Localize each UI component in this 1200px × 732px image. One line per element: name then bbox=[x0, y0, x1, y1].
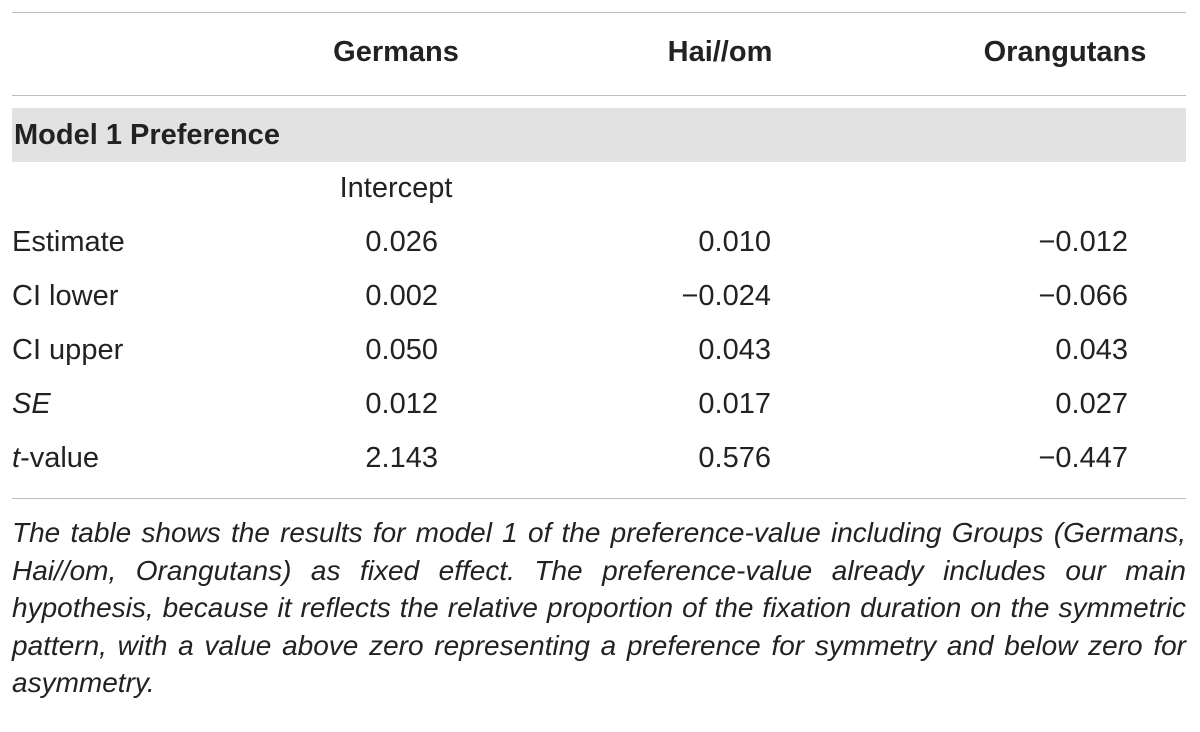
column-header: Orangutans bbox=[983, 36, 1147, 68]
cell-value: 0.002 bbox=[365, 280, 438, 312]
row-label: Estimate bbox=[12, 226, 125, 258]
column-header: Hai//om bbox=[667, 36, 773, 68]
cell-value: −0.066 bbox=[1038, 280, 1128, 312]
cell-value: 0.026 bbox=[365, 226, 438, 258]
cell-value: 0.017 bbox=[698, 388, 771, 420]
row-label: CI upper bbox=[12, 334, 124, 366]
row-label: SE bbox=[12, 388, 51, 420]
cell-value: −0.012 bbox=[1038, 226, 1128, 258]
bottom-rule bbox=[12, 498, 1186, 499]
cell-value: −0.024 bbox=[681, 280, 771, 312]
cell-value: 0.043 bbox=[698, 334, 771, 366]
top-rule bbox=[12, 12, 1186, 13]
cell-value: 0.012 bbox=[365, 388, 438, 420]
section-band bbox=[12, 108, 1186, 162]
subheader: Intercept bbox=[339, 172, 453, 204]
cell-value: 0.027 bbox=[1055, 388, 1128, 420]
column-header: Germans bbox=[333, 36, 459, 68]
cell-value: 0.576 bbox=[698, 442, 771, 474]
row-label: t-value bbox=[12, 442, 100, 474]
cell-value: 0.010 bbox=[698, 226, 771, 258]
cell-value: 0.043 bbox=[1055, 334, 1128, 366]
cell-value: 2.143 bbox=[365, 442, 438, 474]
cell-value: −0.447 bbox=[1038, 442, 1128, 474]
row-label: CI lower bbox=[12, 280, 119, 312]
header-rule bbox=[12, 95, 1186, 96]
section-title: Model 1 Preference bbox=[14, 119, 280, 151]
caption: The table shows the results for model 1 … bbox=[12, 517, 1186, 698]
cell-value: 0.050 bbox=[365, 334, 438, 366]
